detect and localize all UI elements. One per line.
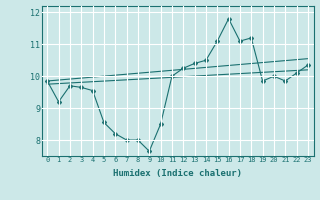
X-axis label: Humidex (Indice chaleur): Humidex (Indice chaleur) xyxy=(113,169,242,178)
